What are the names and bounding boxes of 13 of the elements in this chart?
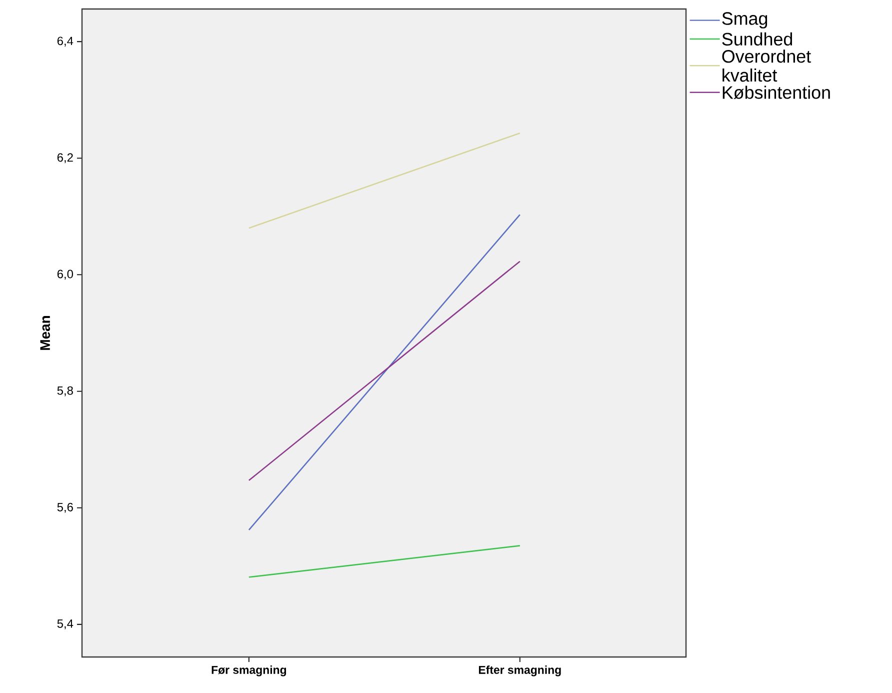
legend-label: Sundhed (722, 32, 792, 46)
legend-label: Købsintention (722, 86, 830, 100)
y-tick-label: 5,8 (57, 386, 73, 396)
y-axis-title: Mean (40, 316, 50, 350)
y-tick-label: 5,4 (57, 619, 74, 630)
y-tick-label: 6,4 (57, 36, 74, 47)
legend-label: Overordnet kvalitet (722, 50, 811, 82)
x-tick-label: Efter smagning (478, 666, 561, 676)
y-tick-label: 6,2 (57, 153, 73, 164)
y-tick-label: 6,0 (57, 270, 74, 280)
x-tick-label: Før smagning (212, 666, 286, 676)
legend-label: Smag (722, 12, 768, 28)
y-tick-label: 5,6 (57, 502, 73, 513)
